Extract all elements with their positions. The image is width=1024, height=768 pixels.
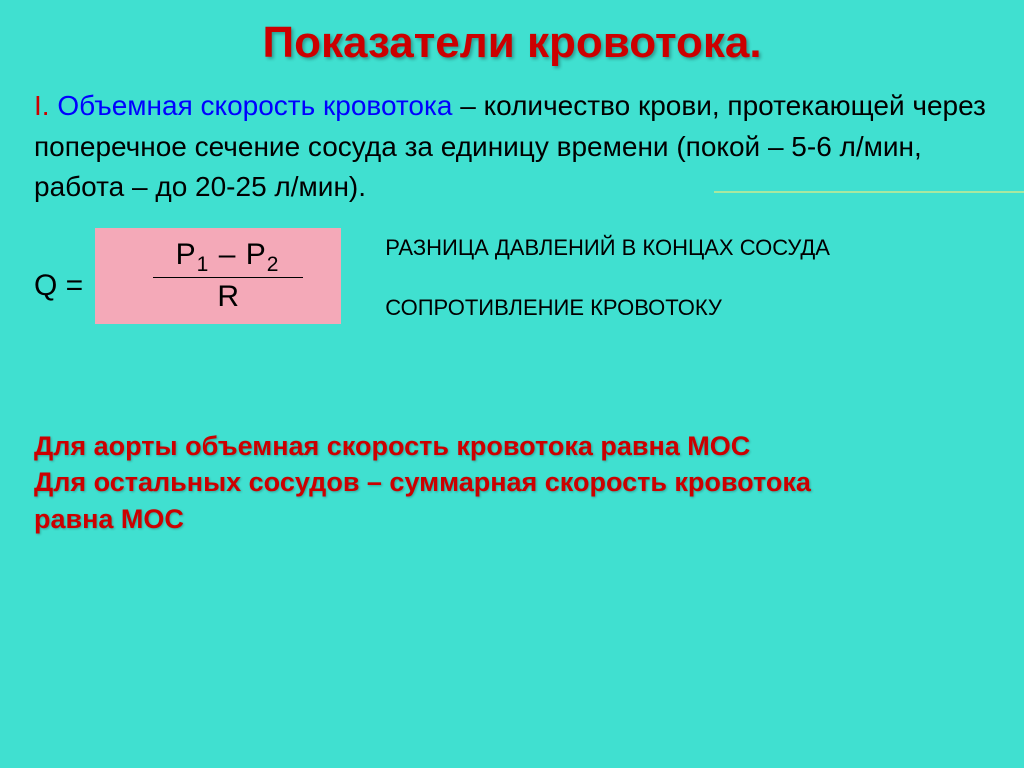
note-line-1: Для аорты объемная скорость кровотока ра… [34, 428, 996, 464]
formula-q-label: Q = [34, 269, 83, 303]
formula-row: Q = P1 – P2 R РАЗНИЦА ДАВЛЕНИЙ В КОНЦАХ … [34, 228, 996, 324]
numerator-text: P1 – P2 [157, 238, 279, 271]
slide-title: Показатели кровотока. [0, 0, 1024, 86]
explain-bottom: СОПРОТИВЛЕНИЕ КРОВОТОКУ [385, 295, 830, 321]
content-area: I. Объемная скорость кровотока – количес… [0, 86, 1024, 537]
definition-numeral: I. [34, 90, 50, 121]
note-block: Для аорты объемная скорость кровотока ра… [34, 428, 996, 537]
formula-box: P1 – P2 R [95, 228, 341, 324]
formula-divider [153, 277, 303, 278]
formula-numerator: P1 – P2 [157, 238, 279, 277]
explain-top: РАЗНИЦА ДАВЛЕНИЙ В КОНЦАХ СОСУДА [385, 235, 830, 261]
definition-term: Объемная скорость кровотока [57, 90, 452, 121]
formula-denominator: R [217, 280, 239, 314]
slide: Показатели кровотока. I. Объемная скорос… [0, 0, 1024, 768]
note-line-3: равна МОС [34, 501, 996, 537]
note-line-2: Для остальных сосудов – суммарная скорос… [34, 464, 996, 500]
formula-explanations: РАЗНИЦА ДАВЛЕНИЙ В КОНЦАХ СОСУДА СОПРОТИ… [385, 231, 830, 321]
definition-paragraph: I. Объемная скорость кровотока – количес… [34, 86, 996, 208]
